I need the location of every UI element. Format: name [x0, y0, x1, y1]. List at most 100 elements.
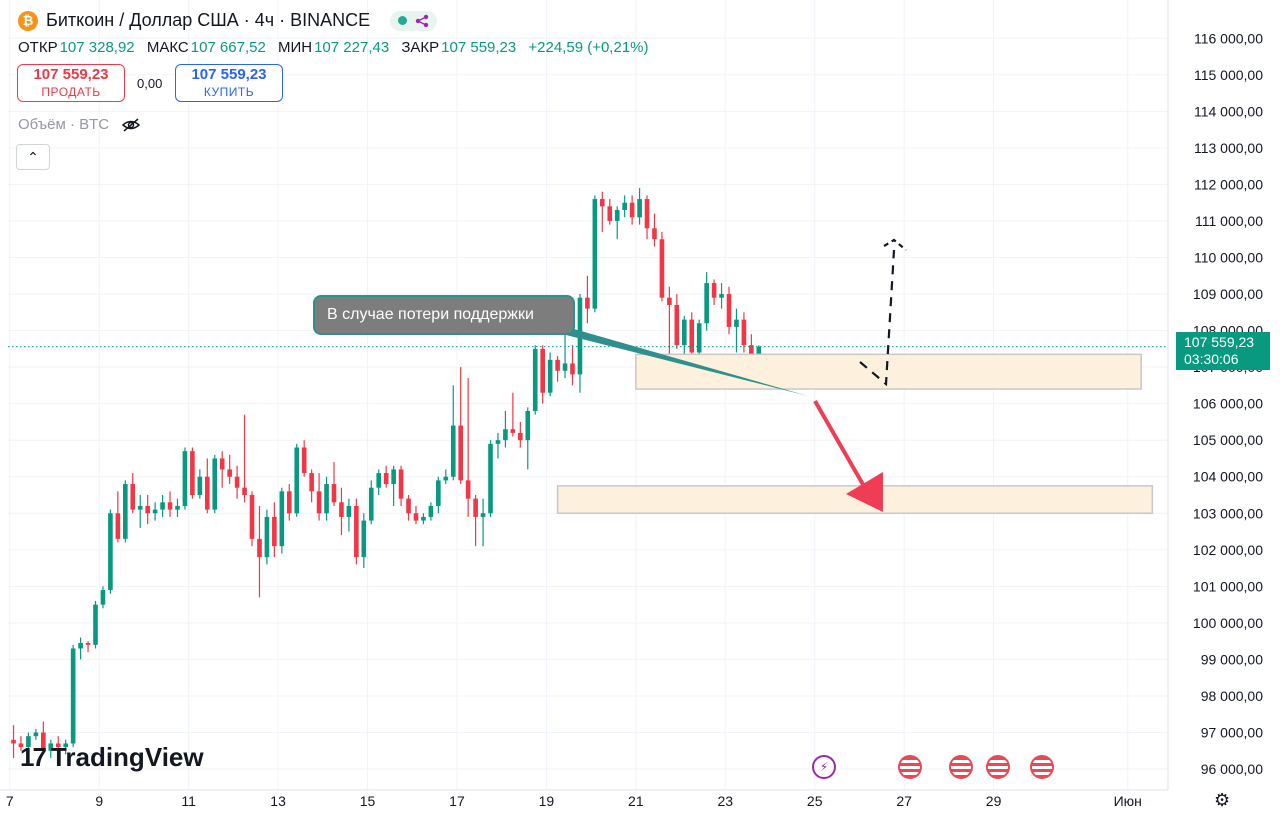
- spread-value: 0,00: [137, 76, 163, 91]
- candle-body: [115, 513, 121, 539]
- low-label: МИН: [277, 39, 313, 56]
- settings-gear-icon[interactable]: ⚙: [1214, 790, 1231, 810]
- candle-body: [726, 294, 732, 327]
- sell-button[interactable]: 107 559,23 ПРОДАТЬ: [17, 64, 125, 102]
- volume-legend[interactable]: Объём · BTC: [18, 116, 141, 133]
- candle-body: [518, 432, 523, 441]
- candle-body: [123, 484, 128, 539]
- candle-body: [55, 743, 61, 748]
- buy-button[interactable]: 107 559,23 КУПИТЬ: [175, 64, 283, 102]
- candle-body: [272, 516, 277, 547]
- candle-body: [242, 487, 247, 495]
- candle-body: [570, 363, 575, 375]
- y-tick-label: 102 000,00: [1193, 542, 1263, 558]
- candle-body: [279, 491, 285, 547]
- y-tick-label: 99 000,00: [1201, 651, 1263, 667]
- candle-body: [152, 509, 158, 514]
- candle-body: [190, 451, 195, 495]
- candle-body: [532, 348, 538, 411]
- volume-label: Объём · BTC: [18, 116, 110, 133]
- x-tick-label: 29: [986, 793, 1002, 809]
- candle-body: [436, 480, 441, 506]
- y-tick-label: 97 000,00: [1201, 725, 1263, 741]
- x-tick-label: 7: [6, 793, 14, 809]
- candle-body: [562, 363, 568, 371]
- candle-body: [63, 743, 68, 748]
- bullish-scenario-arrowhead: [883, 238, 907, 251]
- candle-body: [33, 732, 39, 737]
- candle-body: [100, 590, 106, 605]
- y-tick-label: 100 000,00: [1193, 615, 1263, 631]
- ohlc-legend: ОТКР 107 328,92 МАКС 107 667,52 МИН 107 227…: [18, 39, 657, 56]
- candle-body: [301, 447, 307, 474]
- candle-body: [108, 513, 113, 590]
- candle-body: [749, 345, 754, 357]
- low-value: 107 227,43: [314, 39, 390, 56]
- candle-body: [234, 476, 240, 488]
- candle-body: [637, 199, 642, 218]
- candle-body: [85, 642, 91, 645]
- candle-body: [339, 502, 344, 517]
- candle-body: [458, 425, 464, 481]
- us-flag-event-icon[interactable]: [898, 755, 922, 779]
- candle-body: [212, 458, 218, 510]
- candle-body: [711, 283, 717, 298]
- candle-body: [70, 648, 76, 744]
- tradingview-logo[interactable]: 17 TradingView: [20, 742, 204, 773]
- candle-body: [197, 476, 203, 495]
- change-value: +224,59 (+0,21%): [528, 39, 649, 56]
- sell-price: 107 559,23: [33, 66, 109, 83]
- candle-body: [145, 505, 150, 514]
- candle-body: [599, 199, 605, 207]
- y-tick-label: 110 000,00: [1194, 250, 1263, 266]
- sell-label: ПРОДАТЬ: [41, 85, 101, 99]
- us-flag-event-icon[interactable]: [1030, 755, 1054, 779]
- candle-body: [227, 469, 232, 477]
- y-tick-label: 105 000,00: [1193, 432, 1263, 448]
- us-flag-event-icon[interactable]: [949, 755, 973, 779]
- collapse-legend-button[interactable]: ⌃: [16, 144, 50, 170]
- candle-body: [413, 513, 419, 521]
- candle-body: [540, 348, 545, 393]
- candle-body: [175, 505, 180, 510]
- symbol-title[interactable]: Биткоин / Доллар США · 4ч · BINANCE: [46, 10, 371, 30]
- bar-countdown: 03:30:06: [1184, 351, 1239, 367]
- y-tick-label: 106 000,00: [1193, 396, 1263, 412]
- candle-body: [503, 429, 508, 441]
- lightning-event-icon[interactable]: ⚡: [812, 755, 836, 779]
- candle-body: [264, 516, 270, 558]
- candle-body: [450, 425, 456, 477]
- candle-body: [756, 346, 762, 357]
- candle-body: [368, 487, 374, 521]
- candle-body: [182, 451, 188, 506]
- candle-body: [667, 297, 672, 305]
- y-tick-label: 114 000,00: [1194, 103, 1263, 119]
- open-label: ОТКР: [18, 39, 58, 56]
- annotation-callout[interactable]: В случае потери поддержки: [313, 295, 575, 335]
- candle-body: [465, 480, 471, 499]
- y-tick-label: 109 000,00: [1193, 286, 1263, 302]
- eye-off-icon[interactable]: [121, 117, 141, 133]
- candle-body: [741, 319, 747, 346]
- candle-body: [160, 502, 165, 510]
- x-tick-label: 23: [717, 793, 733, 809]
- candle-body: [696, 323, 702, 353]
- candle-body: [681, 319, 687, 346]
- symbol-header[interactable]: ₿ Биткоин / Доллар США · 4ч · BINANCE: [18, 10, 438, 31]
- y-tick-label: 111 000,00: [1195, 213, 1263, 229]
- last-price-value: 107 559,23: [1184, 334, 1255, 350]
- y-tick-label: 96 000,00: [1201, 761, 1263, 777]
- us-flag-event-icon[interactable]: [986, 755, 1010, 779]
- candle-body: [383, 473, 389, 485]
- candle-body: [734, 319, 739, 327]
- y-tick-label: 116 000,00: [1194, 30, 1263, 46]
- x-tick-label: 19: [539, 793, 555, 809]
- candle-body: [391, 469, 396, 485]
- high-value: 107 667,52: [190, 39, 266, 56]
- status-pill[interactable]: [390, 10, 438, 31]
- bearish-arrow-head: [846, 472, 883, 512]
- callout-pointer: [560, 325, 808, 396]
- y-tick-label: 103 000,00: [1193, 505, 1263, 521]
- candle-body: [421, 516, 426, 521]
